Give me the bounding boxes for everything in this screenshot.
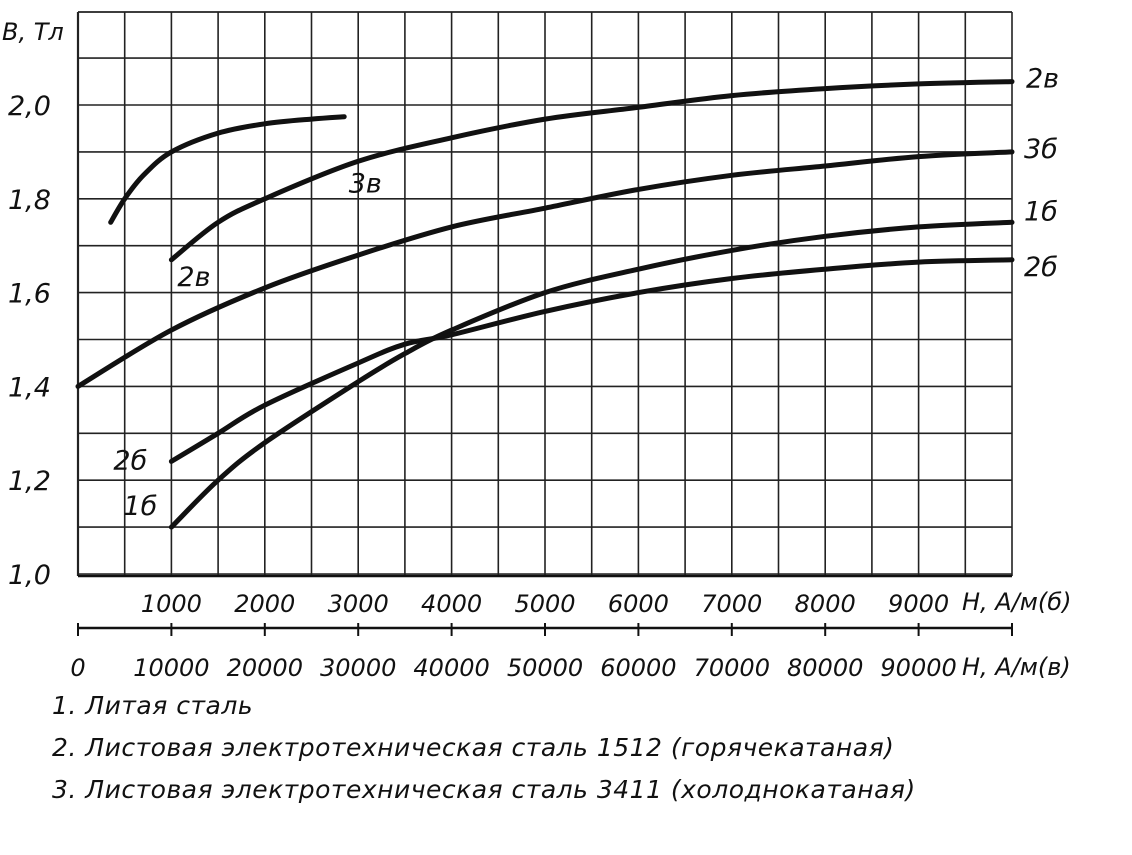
x-axis-label-b: H, А/м(б) xyxy=(962,588,1071,616)
x-tick-label-v: 60000 xyxy=(600,654,676,682)
series-label: 2в xyxy=(177,262,210,293)
curve-3в xyxy=(108,114,347,225)
x-tick-label-v: 10000 xyxy=(133,654,209,682)
series-label: 3б xyxy=(1024,134,1058,165)
legend-item-cold-rolled-steel: 3. Листовая электротехническая сталь 341… xyxy=(52,775,916,804)
x-tick-label-v: 20000 xyxy=(227,654,303,682)
curve-1б xyxy=(168,219,1015,530)
y-tick-label: 1,6 xyxy=(8,279,51,310)
curve-2б xyxy=(168,257,1015,464)
x-tick-label-v: 80000 xyxy=(787,654,863,682)
chart-axes xyxy=(77,574,1013,636)
x-tick-label-v: 40000 xyxy=(413,654,489,682)
series-label: 1б xyxy=(1024,196,1058,227)
x-tick-label-b: 3000 xyxy=(328,590,389,618)
x-tick-label-b: 7000 xyxy=(701,590,762,618)
series-label: 2б xyxy=(113,445,147,476)
x-tick-label-v: 90000 xyxy=(880,654,956,682)
x-tick-label-v: 70000 xyxy=(694,654,770,682)
y-axis-label: B, Тл xyxy=(2,18,64,46)
x-tick-label-b: 9000 xyxy=(888,590,949,618)
x-tick-label-b: 6000 xyxy=(608,590,669,618)
x-tick-label-b: 1000 xyxy=(141,590,202,618)
y-tick-label: 1,8 xyxy=(8,185,51,216)
x-axis-label-v: H, А/м(в) xyxy=(962,653,1071,681)
curve-2в xyxy=(168,79,1015,263)
y-tick-label: 1,0 xyxy=(8,560,51,591)
series-label: 3в xyxy=(349,168,382,199)
chart-curves xyxy=(75,79,1015,530)
x-tick-label-v: 0 xyxy=(70,654,85,682)
x-tick-label-v: 50000 xyxy=(507,654,583,682)
series-label: 2б xyxy=(1024,252,1058,283)
legend-item-cast-steel: 1. Литая сталь xyxy=(52,691,254,720)
series-label: 2в xyxy=(1026,64,1059,95)
x-tick-label-b: 4000 xyxy=(421,590,482,618)
x-tick-label-v: 30000 xyxy=(320,654,396,682)
y-tick-label: 2,0 xyxy=(8,91,51,122)
curve-3б xyxy=(75,149,1015,389)
x-tick-label-b: 8000 xyxy=(795,590,856,618)
x-tick-label-b: 2000 xyxy=(234,590,295,618)
series-label: 1б xyxy=(123,491,157,522)
legend-item-hot-rolled-steel: 2. Листовая электротехническая сталь 151… xyxy=(52,733,895,762)
x-tick-label-b: 5000 xyxy=(514,590,575,618)
chart-labels: B, Тл H, А/м(б) H, А/м(в) 1,0 1,2 1,4 1,6 1,… xyxy=(2,18,1071,682)
y-tick-label: 1,2 xyxy=(8,466,51,497)
y-tick-label: 1,4 xyxy=(8,372,51,403)
